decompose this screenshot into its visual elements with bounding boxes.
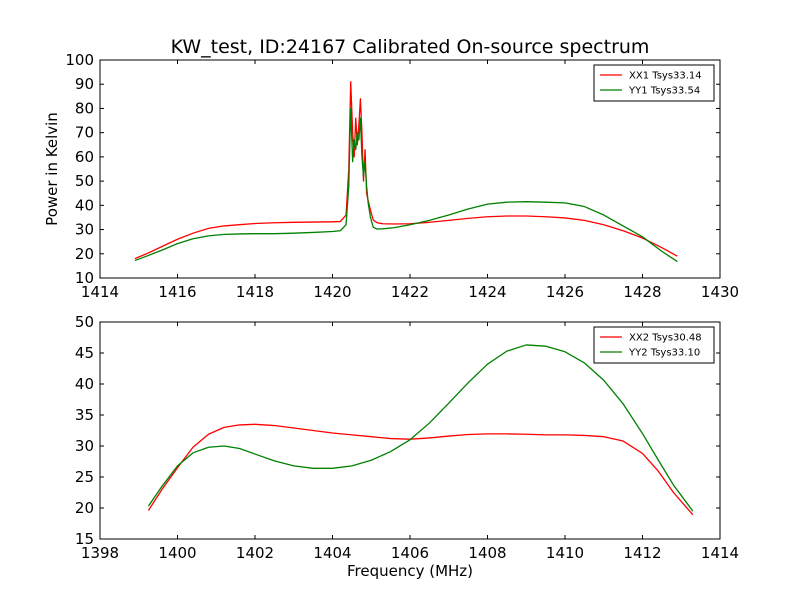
- chart2-legend-label-2: YY2 Tsys33.10: [628, 348, 700, 359]
- chart1-x-tick-label-0: 1414: [81, 283, 119, 301]
- chart2-y-tick-label-6: 45: [75, 344, 94, 362]
- chart2-x-axis-title: Frequency (MHz): [347, 562, 473, 580]
- chart1-legend-label-2: YY1 Tsys33.54: [628, 86, 700, 97]
- top-subplot: 1414 1416 1418 1420 1422 1424 1426 1428 1430 10 20…: [43, 51, 739, 301]
- figure-title: KW_test, ID:24167 Calibrated On-source s…: [171, 36, 650, 58]
- chart1-legend-box: [593, 64, 715, 102]
- chart2-x-tick-label-3: 1404: [313, 544, 351, 562]
- chart1-y-tick-label-9: 100: [65, 51, 94, 69]
- chart1-x-tick-label-2: 1418: [236, 283, 274, 301]
- chart1-x-tick-label-8: 1430: [701, 283, 739, 301]
- bottom-subplot: 1398 1400 1402 1404 1406 1408 1410 1412 1414 15 20…: [75, 313, 739, 580]
- chart1-x-tick-label-5: 1424: [468, 283, 506, 301]
- chart2-x-tick-label-1: 1400: [158, 544, 196, 562]
- chart1-y-tick-label-0: 10: [75, 269, 94, 287]
- chart2-y-tick-label-5: 40: [75, 375, 94, 393]
- chart1-x-tick-label-6: 1426: [546, 283, 584, 301]
- chart2-y-tick-label-7: 50: [75, 313, 94, 331]
- chart1-series-line-1: [134, 81, 678, 260]
- chart1-y-tick-label-7: 80: [75, 99, 94, 117]
- chart2-y-tick-label-4: 35: [75, 406, 94, 424]
- chart2-legend-label-1: XX2 Tsys30.48: [629, 333, 702, 344]
- chart1-y-tick-label-8: 90: [75, 75, 94, 93]
- chart1-legend: XX1 Tsys33.14 YY1 Tsys33.54: [593, 64, 715, 102]
- chart2-x-tick-label-4: 1406: [391, 544, 429, 562]
- chart2-series-line-2: [147, 344, 694, 512]
- chart1-y-tick-label-4: 50: [75, 172, 94, 190]
- chart2-y-tick-label-2: 25: [75, 468, 94, 486]
- chart2-legend: XX2 Tsys30.48 YY2 Tsys33.10: [593, 326, 715, 364]
- chart2-x-tick-label-5: 1408: [468, 544, 506, 562]
- chart1-y-tick-label-5: 60: [75, 148, 94, 166]
- chart2-x-tick-label-2: 1402: [236, 544, 274, 562]
- chart2-x-tick-label-6: 1410: [546, 544, 584, 562]
- chart1-y-tick-label-1: 20: [75, 245, 94, 263]
- chart1-x-tick-label-3: 1420: [313, 283, 351, 301]
- chart1-legend-label-1: XX1 Tsys33.14: [629, 71, 702, 82]
- chart1-y-tick-label-6: 70: [75, 124, 94, 142]
- chart1-y-tick-label-2: 30: [75, 221, 94, 239]
- chart1-series-line-2: [134, 107, 678, 263]
- chart1-x-tick-label-1: 1416: [158, 283, 196, 301]
- chart2-y-tick-label-0: 15: [75, 530, 94, 548]
- chart2-x-tick-label-7: 1412: [623, 544, 661, 562]
- chart2-x-tick-label-0: 1398: [81, 544, 119, 562]
- chart1-y-axis-title: Power in Kelvin: [43, 112, 61, 226]
- chart2-x-tick-label-8: 1414: [701, 544, 739, 562]
- chart1-x-tick-label-7: 1428: [623, 283, 661, 301]
- chart1-y-tick-label-3: 40: [75, 196, 94, 214]
- chart2-y-tick-label-1: 20: [75, 499, 94, 517]
- chart1-x-tick-label-4: 1422: [391, 283, 429, 301]
- chart2-y-tick-label-3: 30: [75, 437, 94, 455]
- chart2-legend-box: [593, 326, 715, 364]
